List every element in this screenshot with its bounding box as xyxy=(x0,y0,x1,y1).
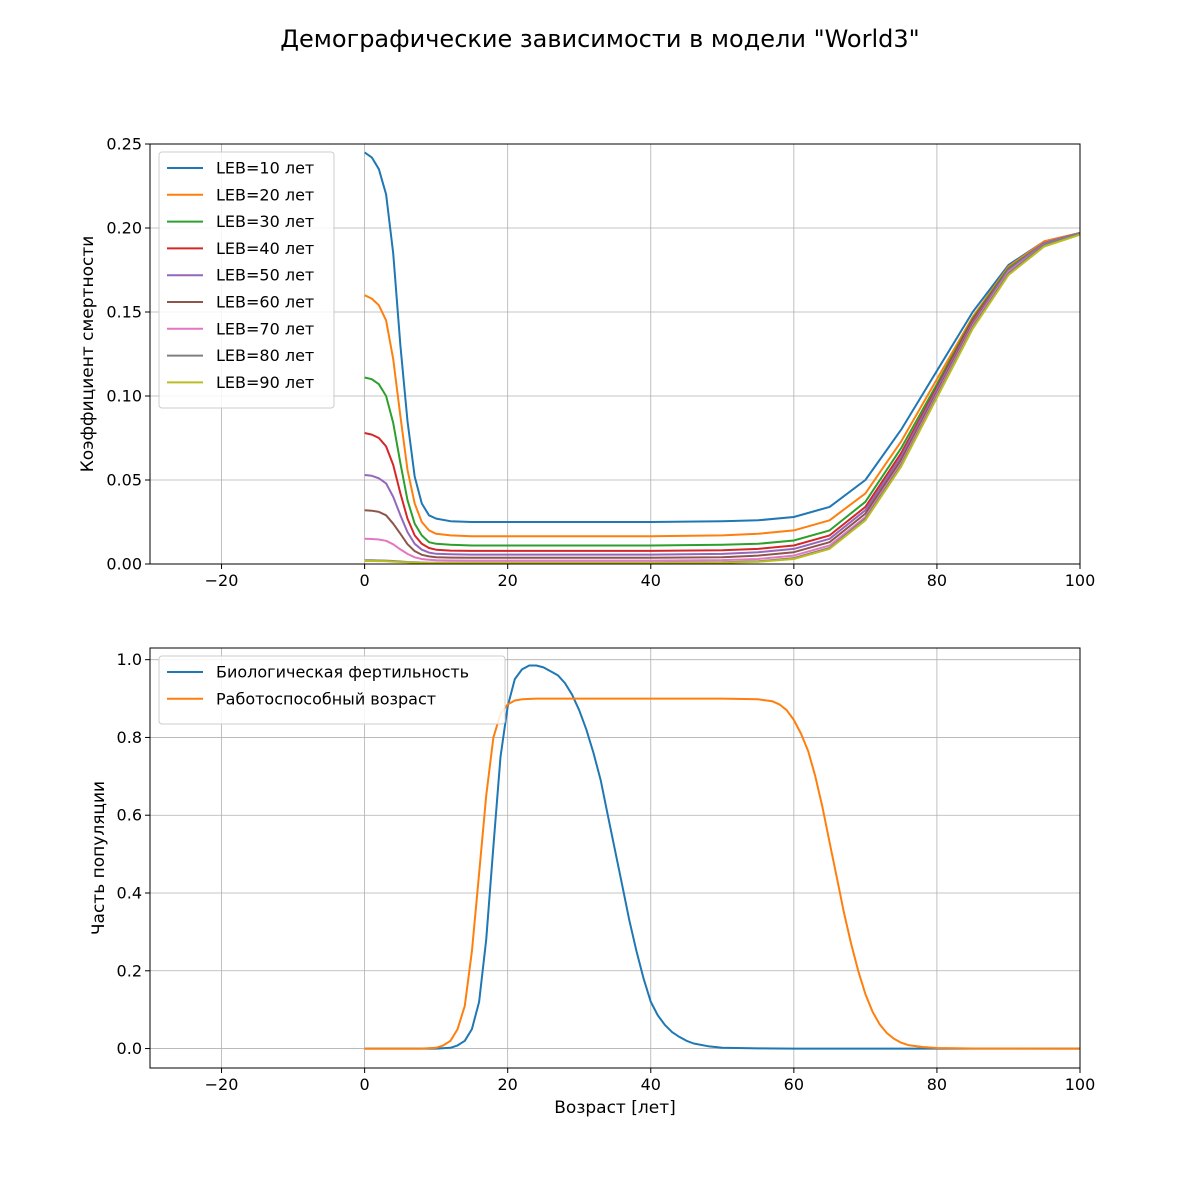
series-line xyxy=(364,151,1080,523)
y-tick-label: 0.20 xyxy=(106,219,142,238)
x-tick-label: 100 xyxy=(1065,571,1096,590)
series-line xyxy=(364,232,1080,538)
y-tick-label: 0.2 xyxy=(117,961,142,980)
x-tick-label: 40 xyxy=(641,1075,661,1094)
x-tick-label: 20 xyxy=(498,571,518,590)
series-line xyxy=(364,697,1080,1050)
figure-title: Демографические зависимости в модели "Wo… xyxy=(280,25,919,53)
x-tick-label: 0 xyxy=(360,571,370,590)
series-line xyxy=(364,233,1080,564)
legend-label: LEB=90 лет xyxy=(216,373,314,392)
series-line xyxy=(364,664,1080,1050)
legend-label: LEB=60 лет xyxy=(216,293,314,312)
series-line xyxy=(364,232,1080,559)
y-axis-title: Часть популяции xyxy=(89,781,109,935)
x-tick-label: 100 xyxy=(1065,1075,1096,1094)
legend-label: LEB=30 лет xyxy=(216,212,314,231)
plot-frame xyxy=(149,143,1081,565)
y-tick-label: 0.0 xyxy=(117,1039,142,1058)
y-tick-label: 0.25 xyxy=(106,135,142,154)
legend-label: LEB=20 лет xyxy=(216,185,314,204)
plot-frame xyxy=(149,647,1081,1069)
y-tick-label: 1.0 xyxy=(117,650,142,669)
y-tick-label: 0.8 xyxy=(117,728,142,747)
x-axis-title: Возраст [лет] xyxy=(554,1098,675,1118)
legend-box xyxy=(158,655,506,725)
legend-label: LEB=70 лет xyxy=(216,319,314,338)
x-tick-label: 60 xyxy=(784,571,804,590)
x-tick-label: 60 xyxy=(784,1075,804,1094)
x-tick-label: 20 xyxy=(498,1075,518,1094)
legend-label: LEB=50 лет xyxy=(216,266,314,285)
legend-box xyxy=(158,151,335,409)
y-tick-label: 0.6 xyxy=(117,806,142,825)
legend-label: LEB=10 лет xyxy=(216,159,314,178)
series-group xyxy=(364,151,1080,564)
series-line xyxy=(364,232,1080,556)
series-group xyxy=(364,664,1080,1050)
legend: LEB=10 лет LEB=20 лет LEB=30 лет LEB=40 лет… xyxy=(158,151,335,409)
legend-label: LEB=40 лет xyxy=(216,239,314,258)
y-axis-title: Коэффициент смертности xyxy=(78,236,98,473)
series-line xyxy=(364,232,1080,547)
legend-label: LEB=80 лет xyxy=(216,346,314,365)
series-line xyxy=(364,232,1080,552)
x-tick-label: −20 xyxy=(205,1075,239,1094)
y-tick-label: 0.00 xyxy=(106,555,142,574)
legend-label: Биологическая фертильность xyxy=(216,663,469,682)
y-tick-label: 0.15 xyxy=(106,303,142,322)
x-tick-label: 40 xyxy=(641,571,661,590)
mortality-chart: −20 0 20 40 60 80 100 0.00 0.05 0.10 0.15 0.20 0.25 К… xyxy=(78,135,1095,591)
legend-label: Работоспособный возраст xyxy=(216,689,436,708)
x-tick-label: −20 xyxy=(205,571,239,590)
population-share-chart: −20 0 20 40 60 80 100 0.0 0.2 0.4 0.6 0.8 1.0 Часть п… xyxy=(89,647,1096,1118)
x-tick-label: 80 xyxy=(927,1075,947,1094)
x-tick-label: 80 xyxy=(927,571,947,590)
legend: Биологическая фертильность Работоспособны… xyxy=(158,655,506,725)
x-tick-label: 0 xyxy=(360,1075,370,1094)
y-tick-label: 0.4 xyxy=(117,884,142,903)
y-tick-label: 0.10 xyxy=(106,387,142,406)
y-tick-label: 0.05 xyxy=(106,471,142,490)
